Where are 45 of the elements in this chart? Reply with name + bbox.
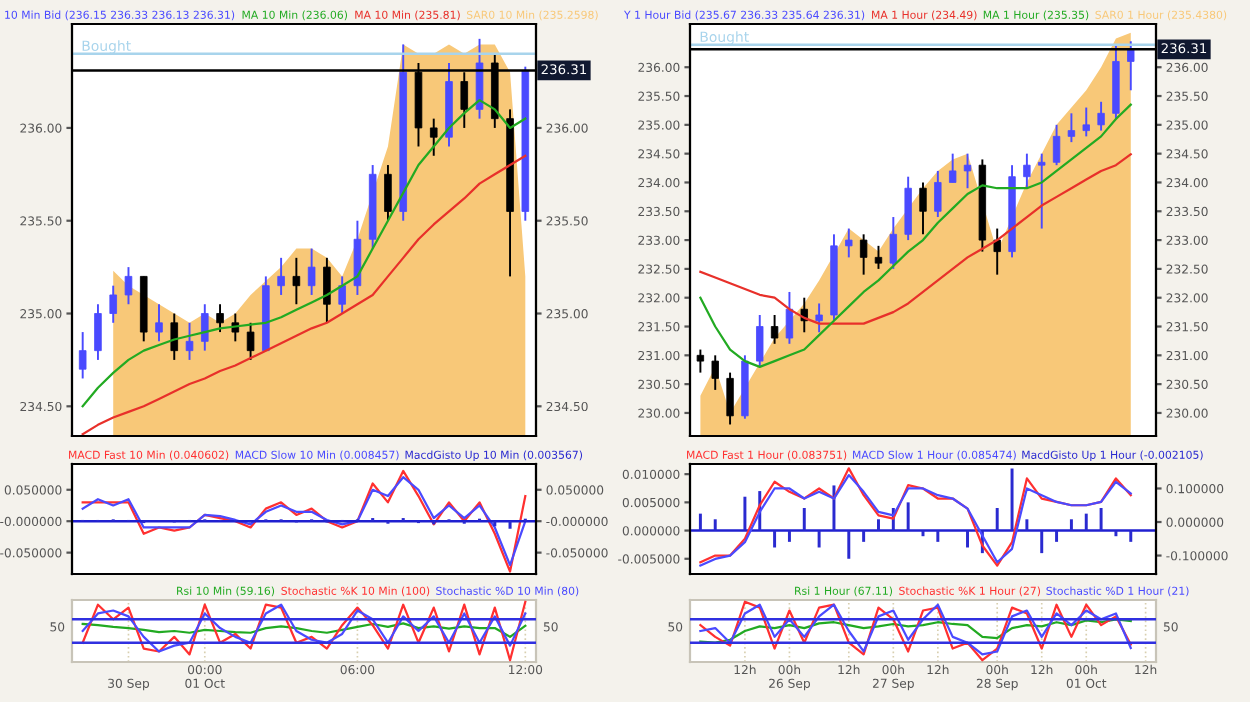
candlestick: [726, 371, 734, 426]
candlestick: [338, 275, 346, 315]
candlestick: [307, 247, 316, 296]
candlestick: [277, 256, 285, 296]
candlestick: [124, 266, 133, 306]
candlestick: [1097, 100, 1105, 132]
candlestick: [696, 348, 705, 374]
candlestick: [904, 175, 912, 242]
candlestick: [201, 303, 209, 352]
candlestick: [859, 233, 868, 276]
candlestick: [815, 302, 823, 334]
candlestick: [185, 321, 194, 361]
candlestick: [292, 256, 301, 306]
candlestick: [216, 303, 224, 334]
candlestick: [770, 314, 779, 345]
candlestick: [949, 152, 957, 184]
candlestick: [845, 227, 853, 259]
candlestick: [323, 256, 331, 324]
candlestick: [756, 314, 764, 368]
candlestick: [1052, 123, 1061, 167]
candlestick: [384, 164, 392, 222]
candlestick: [78, 331, 87, 380]
candlestick: [475, 37, 484, 120]
candlestick: [874, 244, 883, 270]
line-series: [81, 154, 527, 436]
candlestick: [785, 290, 794, 345]
candlestick: [109, 284, 117, 324]
candlestick: [94, 303, 102, 361]
candlestick: [1127, 40, 1135, 92]
candlestick: [1038, 152, 1046, 230]
candlestick: [1023, 152, 1031, 190]
candlestick: [919, 181, 927, 236]
candlestick: [353, 219, 362, 296]
candlestick: [889, 216, 897, 270]
candlestick: [934, 169, 942, 218]
line-series: [699, 103, 1132, 368]
candlestick: [1067, 112, 1076, 144]
candlestick: [1082, 106, 1090, 138]
candlestick: [711, 354, 719, 391]
candlestick: [170, 312, 179, 361]
candlestick: [963, 152, 972, 190]
candlestick: [246, 321, 255, 361]
candlestick: [993, 227, 1001, 276]
candlestick: [155, 303, 163, 343]
candlestick: [429, 117, 438, 157]
